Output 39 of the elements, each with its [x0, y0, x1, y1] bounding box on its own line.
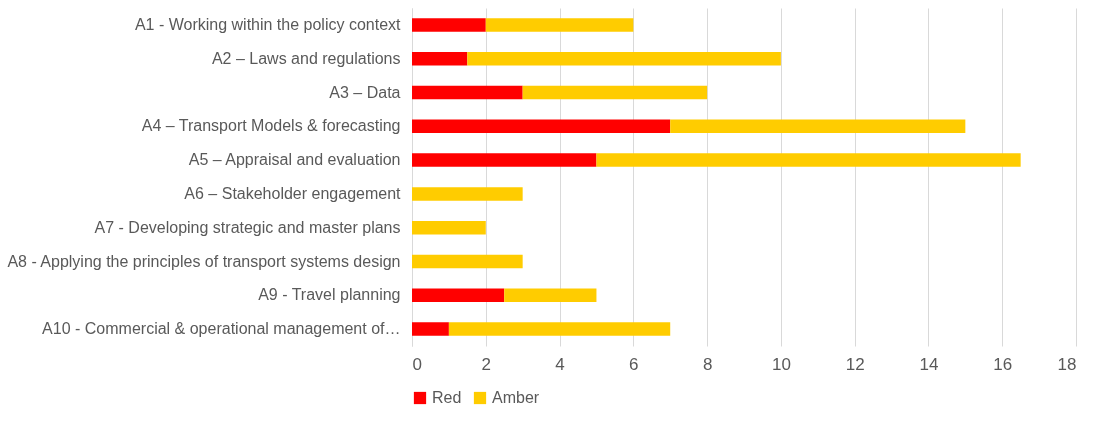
y-tick-label: A3 – Data: [329, 83, 401, 101]
x-tick-label: 18: [1057, 354, 1077, 374]
bar: [412, 18, 486, 32]
bar: [412, 288, 505, 303]
y-tick-label: A9 - Travel planning: [258, 286, 401, 304]
x-tick-label: 0: [412, 354, 422, 374]
y-tick-label: A8 - Applying the principles of transport systems design: [7, 252, 401, 270]
bar: [412, 51, 468, 66]
bar: [522, 85, 708, 100]
bar: [504, 288, 597, 303]
y-tick-label: A6 – Stakeholder engagement: [184, 184, 402, 202]
bar: [467, 51, 781, 66]
bar: [412, 254, 523, 269]
y-tick-label: A7 - Developing strategic and master plans: [94, 218, 401, 236]
bar: [596, 153, 1021, 167]
bar: [412, 187, 523, 201]
y-tick-label: A1 - Working within the policy context: [134, 15, 402, 33]
y-tick-label: A4 – Transport Models & forecasting: [141, 117, 401, 135]
x-tick-label: 10: [771, 354, 791, 374]
bar: [412, 322, 449, 336]
x-tick-label: 16: [993, 354, 1013, 374]
bar: [485, 18, 634, 32]
legend-label: Red: [432, 389, 462, 406]
y-tick-label: A10 - Commercial & operational management of…: [42, 320, 401, 338]
x-tick-label: 6: [629, 354, 639, 374]
x-tick-label: 8: [702, 354, 713, 374]
y-tick-label: A5 – Appraisal and evaluation: [188, 151, 401, 169]
bar: [412, 85, 523, 100]
x-tick-label: 4: [555, 354, 565, 374]
bar: [670, 119, 966, 134]
bar: [412, 220, 486, 235]
y-tick-label: A2 – Laws and regulations: [211, 49, 401, 67]
bar: [412, 153, 597, 167]
x-tick-label: 2: [481, 354, 492, 374]
x-tick-label: 12: [845, 354, 865, 374]
legend-label: Amber: [492, 389, 540, 406]
bar: [448, 322, 671, 336]
x-tick-label: 14: [919, 354, 939, 374]
bar: [412, 119, 671, 134]
